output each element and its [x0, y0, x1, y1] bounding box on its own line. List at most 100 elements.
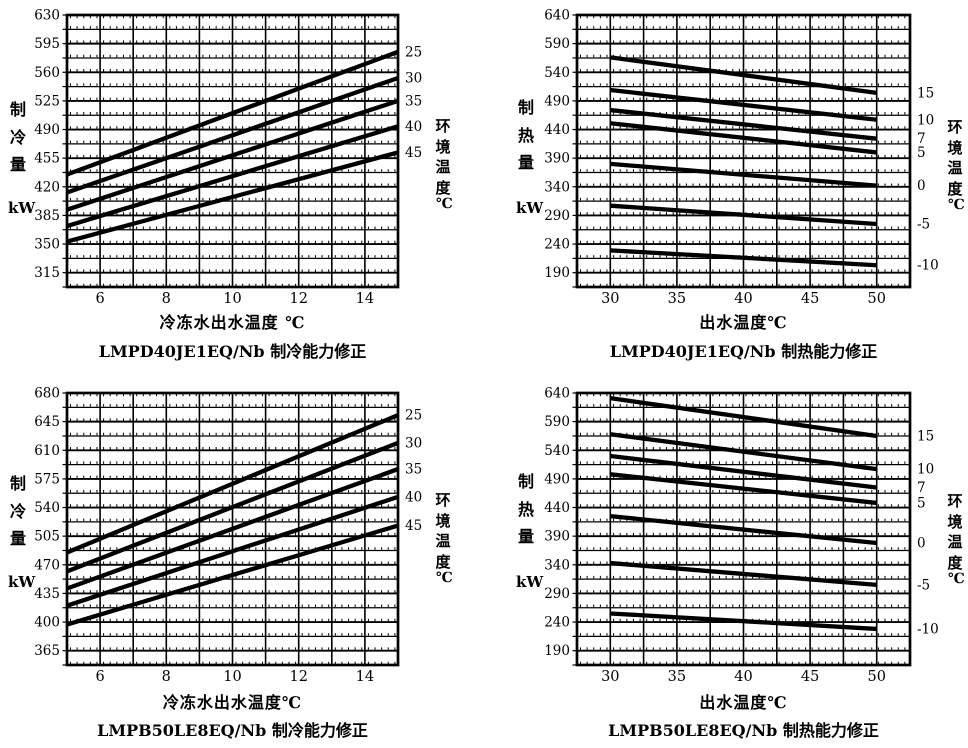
series-label-15: 15 [917, 85, 934, 101]
y-tick-label: 400 [34, 615, 60, 631]
series-line--10 [610, 248, 877, 268]
y-tick-label: 315 [34, 265, 60, 281]
series-label-35: 35 [405, 93, 422, 109]
series-label-25: 25 [405, 44, 422, 60]
y-tick-label: 470 [34, 557, 60, 573]
y-axis-label: 制热量 [517, 472, 534, 546]
y-tick-label: 630 [34, 8, 60, 24]
x-tick-label: 12 [289, 669, 307, 685]
right-axis-label: 环境温度 [435, 491, 451, 571]
series-line-35 [66, 467, 399, 591]
series-lines [609, 396, 878, 632]
y-tick-label: 640 [544, 8, 570, 24]
series-line-15 [610, 55, 877, 96]
y-axis-unit: kW [8, 573, 36, 591]
y-tick-label: 540 [544, 443, 570, 459]
x-tick-label: 45 [801, 669, 819, 685]
x-tick-label: 40 [734, 291, 752, 307]
x-tick-label: 8 [162, 291, 171, 307]
series-label-0: 0 [917, 536, 926, 552]
y-tick-label: 455 [34, 151, 60, 167]
y-tick-label: 595 [34, 36, 60, 52]
series-line-5 [610, 121, 877, 155]
grid [62, 14, 399, 288]
x-tick-label: 10 [223, 669, 241, 685]
x-tick-label: 30 [601, 669, 619, 685]
x-axis-title: 冷冻水出水温度℃ [162, 693, 303, 712]
y-tick-label: 640 [544, 386, 570, 402]
y-tick-label: 505 [34, 529, 60, 545]
plot-border [65, 391, 400, 667]
x-tick-label: 14 [356, 291, 374, 307]
y-axis-label: 制热量 [517, 98, 534, 172]
right-axis-label: 环境温度 [947, 118, 963, 198]
y-tick-label: 190 [544, 265, 570, 281]
series-label-0: 0 [917, 178, 926, 194]
x-tick-label: 10 [223, 291, 241, 307]
series-label--5: -5 [917, 577, 930, 593]
axis-labels: 365 400 435 470 505 540 575 610 645 680 6 8 10 12 14 25… [34, 386, 422, 686]
x-tick-label: 8 [162, 669, 171, 685]
series-line-30 [66, 440, 399, 574]
y-tick-label: 540 [544, 65, 570, 81]
y-tick-label: 190 [544, 643, 570, 659]
chart-lmpb50le8eq-nb-heating-correction: 制热量 kW 190 240 290 340 390 440 490 540 590 640 30 3… [484, 374, 968, 748]
y-tick-label: 610 [34, 443, 60, 459]
x-tick-label: 6 [95, 291, 104, 307]
series-label-40: 40 [405, 119, 422, 135]
y-tick-label: 680 [34, 386, 60, 402]
right-axis-unit: ℃ [436, 196, 453, 212]
series-label-10: 10 [917, 462, 934, 478]
series-label-35: 35 [405, 462, 422, 478]
y-axis-label: 制冷量 [9, 474, 26, 548]
series-label-30: 30 [405, 70, 422, 86]
y-axis-label: 制冷量 [9, 100, 26, 174]
chart-title: LMPD40JE1EQ/Nb 制热能力修正 [609, 342, 878, 361]
series-line-35 [66, 98, 399, 212]
chart-title: LMPD40JE1EQ/Nb 制冷能力修正 [98, 342, 367, 361]
plot-lmpd40je1eq-nb-cooling: 315 350 385 420 455 490 525 560 595 630 6 8 10 12 14 25… [34, 8, 422, 308]
series-line--10 [610, 611, 877, 632]
series-label-30: 30 [405, 435, 422, 451]
chart-lmpd40je1eq-nb-cooling-correction: 制冷量 kW 315 350 385 420 455 490 525 560 595 630 6 8 1… [0, 0, 484, 374]
right-axis-unit: ℃ [436, 570, 453, 586]
series-label-25: 25 [405, 408, 422, 424]
x-tick-label: 6 [95, 669, 104, 685]
series-label-45: 45 [405, 145, 422, 161]
series-line--5 [610, 560, 877, 587]
y-tick-label: 575 [34, 471, 60, 487]
y-tick-label: 385 [34, 208, 60, 224]
y-tick-label: 340 [544, 179, 570, 195]
series-line-7 [610, 453, 877, 490]
grid [62, 392, 399, 666]
chart-title: LMPB50LE8EQ/Nb 制热能力修正 [608, 721, 879, 740]
series-label-7: 7 [917, 480, 926, 496]
y-axis-unit: kW [516, 199, 544, 217]
y-tick-label: 440 [544, 122, 570, 138]
y-tick-label: 525 [34, 93, 60, 109]
x-tick-label: 35 [668, 291, 686, 307]
x-tick-label: 14 [356, 669, 374, 685]
series-line-0 [610, 161, 877, 188]
series-label-45: 45 [405, 518, 422, 534]
y-tick-label: 435 [34, 586, 60, 602]
y-tick-label: 420 [34, 179, 60, 195]
y-tick-label: 440 [544, 500, 570, 516]
plot-border [65, 13, 400, 289]
x-tick-label: 12 [289, 291, 307, 307]
y-tick-label: 390 [544, 529, 570, 545]
x-tick-label: 45 [801, 291, 819, 307]
right-axis-label: 环境温度 [947, 492, 963, 572]
series-line-45 [66, 523, 399, 627]
series-lines [66, 413, 399, 627]
y-tick-label: 490 [544, 93, 570, 109]
y-axis-unit: kW [8, 199, 36, 217]
plot-border [575, 391, 912, 667]
chart-lmpd40je1eq-nb-heating-correction: 制热量 kW 190 240 290 340 390 440 490 540 590 640 30 3… [484, 0, 968, 374]
y-tick-label: 590 [544, 36, 570, 52]
x-tick-label: 30 [601, 291, 619, 307]
